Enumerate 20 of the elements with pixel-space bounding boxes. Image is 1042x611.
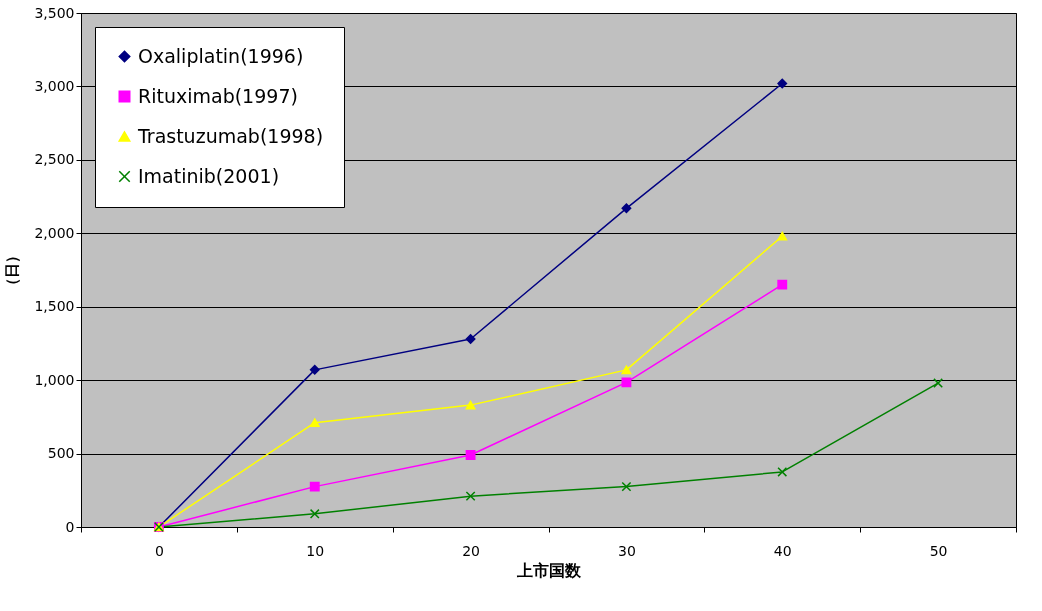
x-tick-label: 10 <box>306 542 325 559</box>
y-axis-title: （日） <box>3 248 22 293</box>
legend-label: Rituximab(1997) <box>138 84 298 107</box>
x-tick-label: 0 <box>154 542 164 559</box>
legend-label: Oxaliplatin(1996) <box>138 44 304 67</box>
x-tick-label: 50 <box>929 542 948 559</box>
x-axis-title: 上市国数 <box>516 560 582 580</box>
y-tick-label: 3,000 <box>34 77 75 94</box>
y-tick-label: 2,000 <box>34 224 75 241</box>
y-tick-label: 1,500 <box>34 298 75 315</box>
x-tick-label: 30 <box>618 542 636 559</box>
y-tick-label: 3,500 <box>34 4 75 21</box>
y-tick-label: 500 <box>47 445 75 462</box>
y-tick-label: 2,500 <box>34 151 75 168</box>
y-tick-label: 0 <box>65 518 75 535</box>
x-tick-label: 20 <box>462 542 480 559</box>
legend-label: Imatinib(2001) <box>138 164 280 187</box>
y-tick-label: 1,000 <box>34 371 75 388</box>
legend-label: Trastuzumab(1998) <box>137 124 324 147</box>
x-tick-label: 40 <box>773 542 792 559</box>
